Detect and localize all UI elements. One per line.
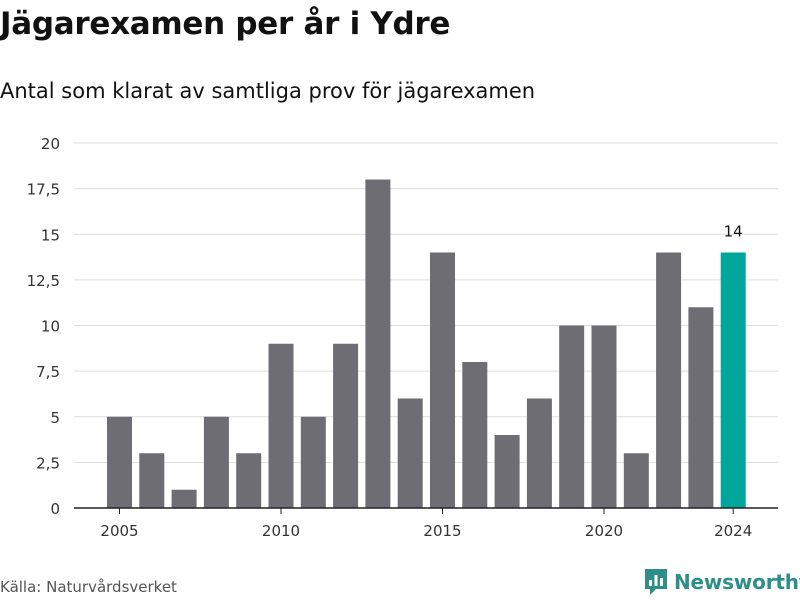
bar: [268, 343, 294, 508]
bar: [300, 416, 326, 508]
y-tick-label: 15: [41, 226, 60, 244]
data-label: 14: [724, 223, 743, 241]
bar-chart-logo-icon: [645, 569, 667, 595]
chart-title: Jägarexamen per år i Ydre: [0, 6, 451, 42]
bar: [430, 252, 455, 508]
y-tick-label: 0: [50, 500, 60, 518]
y-tick-label: 20: [41, 135, 60, 153]
bar: [203, 416, 229, 508]
bar: [171, 489, 197, 508]
bar: [559, 325, 585, 508]
chart-subtitle: Antal som klarat av samtliga prov för jä…: [0, 79, 536, 103]
source-note: Källa: Naturvårdsverket: [0, 578, 177, 596]
y-tick-label: 10: [41, 318, 60, 336]
bar: [365, 179, 391, 508]
bar: [462, 362, 488, 508]
brand-logo: Newsworthy: [644, 568, 800, 596]
bar: [333, 343, 359, 508]
bar: [591, 325, 617, 508]
bar: [397, 398, 423, 508]
bar: [656, 252, 682, 508]
y-tick-label: 7,5: [36, 363, 60, 381]
x-tick-label: 2024: [714, 522, 752, 540]
bar: [236, 453, 262, 508]
y-tick-label: 17,5: [27, 181, 60, 199]
brand-name: Newsworthy: [674, 570, 800, 594]
y-tick-label: 5: [50, 409, 60, 427]
bar: [107, 416, 132, 508]
bar: [139, 453, 165, 508]
y-tick-label: 2,5: [36, 454, 60, 472]
y-tick-label: 12,5: [27, 272, 60, 290]
bar: [494, 435, 520, 508]
bar: [688, 307, 714, 508]
x-tick-label: 2010: [262, 522, 300, 540]
bar: [623, 453, 649, 508]
x-tick-label: 2015: [423, 522, 461, 540]
x-tick-label: 2020: [585, 522, 623, 540]
bar: [720, 252, 746, 508]
x-tick-label: 2005: [100, 522, 138, 540]
bar: [526, 398, 552, 508]
